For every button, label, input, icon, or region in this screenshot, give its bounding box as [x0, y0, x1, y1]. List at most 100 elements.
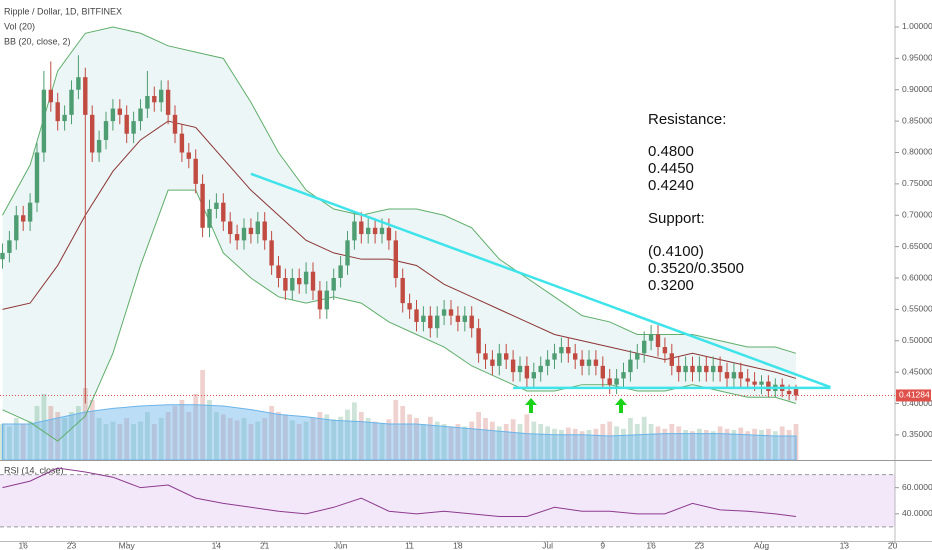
candle-body — [200, 183, 205, 228]
volume-bar — [476, 412, 481, 460]
volume-bar — [352, 402, 357, 460]
candle-body — [159, 89, 164, 103]
volume-bar — [738, 427, 744, 460]
candle-body — [600, 365, 605, 379]
candle-body — [704, 365, 709, 373]
candle-body — [593, 359, 599, 366]
volume-bar — [124, 418, 130, 460]
volume-bar — [241, 418, 247, 460]
candle-body — [793, 387, 799, 396]
y-tick-label: 0.55000 — [902, 304, 932, 314]
volume-bar — [96, 418, 102, 460]
volume-bar — [310, 418, 316, 460]
volume-bar — [13, 418, 19, 460]
volume-bar — [7, 426, 12, 460]
volume-bar — [634, 424, 640, 460]
x-tick-label: 21 — [260, 540, 270, 550]
candle-body — [41, 89, 47, 153]
candle-body — [0, 252, 5, 260]
chart-title: Ripple / Dollar, 1D, BITFINEX — [4, 6, 122, 16]
volume-bar — [165, 412, 171, 460]
volume-bar — [269, 406, 274, 460]
candle-body — [566, 347, 571, 354]
y-tick-label: 0.40000 — [902, 398, 932, 408]
volume-bar — [386, 419, 392, 460]
candle-body — [524, 365, 530, 379]
trendline — [250, 172, 831, 389]
volume-bar — [69, 412, 74, 460]
x-tick-label: 14 — [212, 540, 222, 550]
volume-bar — [200, 370, 205, 460]
volume-bar — [179, 400, 185, 460]
candle-body — [690, 365, 695, 373]
candle-body — [269, 240, 274, 266]
x-tick-label: Jul — [542, 540, 553, 550]
volume-bar — [421, 424, 426, 460]
candle-body — [545, 359, 550, 366]
y-tick-label: 0.90000 — [902, 84, 932, 94]
volume-bar — [34, 406, 40, 460]
volume-bar — [662, 428, 668, 460]
candle-body — [303, 271, 309, 285]
volume-bar — [48, 406, 54, 460]
volume-bar — [669, 424, 675, 460]
candle-body — [241, 227, 247, 241]
candle-body — [662, 347, 668, 354]
price-pane — [0, 26, 831, 460]
volume-bar — [89, 400, 95, 460]
candle-body — [55, 102, 60, 122]
volume-bar — [559, 430, 564, 460]
candle-body — [504, 353, 509, 360]
candle-body — [83, 77, 88, 115]
volume-bar — [455, 424, 461, 460]
candle-body — [331, 278, 336, 291]
volume-bar — [545, 426, 550, 460]
candle-body — [317, 290, 323, 310]
volume-bar — [434, 421, 440, 460]
volume-bar — [772, 431, 778, 460]
candle-body — [207, 208, 212, 228]
volume-bar — [676, 426, 682, 460]
candle-body — [372, 227, 378, 235]
volume-bar — [690, 431, 695, 460]
candle-body — [517, 365, 523, 373]
candle-body — [131, 121, 136, 134]
volume-bar — [621, 428, 626, 460]
candle-body — [110, 108, 116, 122]
volume-bar — [462, 426, 468, 460]
x-tick-label: 23 — [695, 540, 705, 550]
x-tick-label: 16 — [18, 540, 28, 550]
candle-body — [648, 334, 654, 341]
candle-body — [248, 227, 254, 235]
volume-bar — [145, 412, 150, 460]
volume-bar — [393, 400, 399, 460]
volume-bar — [317, 412, 323, 460]
volume-bar — [703, 430, 709, 460]
y-tick-label: 40.0000 — [902, 508, 932, 518]
volume-bar — [510, 419, 516, 460]
volume-bar — [469, 421, 475, 460]
volume-bar — [372, 421, 378, 460]
candle-body — [324, 290, 329, 310]
volume-bar — [607, 421, 613, 460]
volume-bar — [593, 428, 599, 460]
candle-body — [338, 265, 343, 279]
volume-bar — [552, 428, 557, 460]
x-tick-label: 11 — [405, 540, 414, 550]
candle-body — [697, 365, 702, 373]
volume-bar — [283, 414, 288, 460]
candle-body — [552, 353, 557, 360]
candle-body — [538, 365, 543, 373]
candle-body — [407, 303, 412, 310]
candle-body — [462, 315, 467, 322]
volume-bar — [338, 416, 343, 460]
volume-bar — [524, 414, 530, 460]
candle-body — [428, 315, 433, 329]
candle-body — [635, 353, 640, 360]
candle-body — [510, 359, 516, 373]
x-tick-label: 23 — [67, 540, 77, 550]
volume-bar — [745, 431, 751, 460]
candle-body — [621, 372, 626, 379]
x-tick-label: 13 — [840, 540, 850, 550]
candle-body — [628, 359, 633, 373]
